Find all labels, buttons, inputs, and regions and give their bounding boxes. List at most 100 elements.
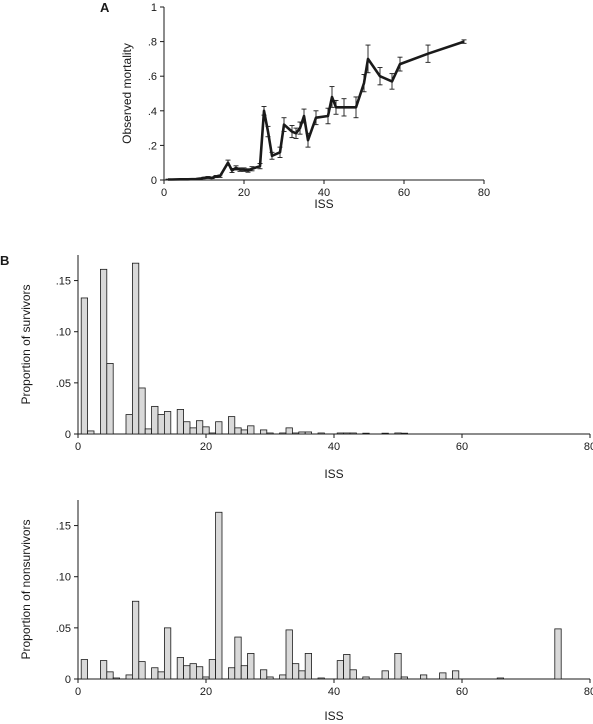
- error-bar: [229, 167, 235, 174]
- histogram-bar: [285, 427, 293, 435]
- histogram-bar: [439, 672, 447, 680]
- error-bar: [197, 177, 203, 180]
- histogram-bar: [163, 411, 172, 435]
- histogram-bar: [247, 425, 255, 435]
- histogram-bar: [349, 669, 357, 680]
- histogram-bar: [304, 653, 313, 680]
- histogram-bar: [183, 665, 191, 680]
- error-bar: [265, 125, 271, 138]
- histogram-bar: [381, 432, 389, 435]
- error-bar: [261, 106, 267, 116]
- panel-a-label: A: [100, 0, 110, 15]
- x-tick-label: 40: [318, 187, 330, 199]
- histogram-bar: [266, 432, 274, 435]
- x-axis-title: ISS: [314, 197, 333, 211]
- error-bar: [233, 165, 239, 171]
- histogram-bar: [400, 676, 409, 680]
- error-bar: [281, 117, 287, 133]
- histogram-bar: [80, 659, 88, 680]
- x-axis-title: ISS: [324, 709, 343, 723]
- histogram-bar: [266, 676, 274, 680]
- x-tick-label: 0: [75, 686, 81, 698]
- histogram-bar: [138, 387, 146, 435]
- histogram-bar: [151, 667, 159, 680]
- panel-b-survivors-chart: B 0 .05 .10 .15 0 20 40 60 80 ISS Proportion of su…: [0, 253, 593, 481]
- error-bar: [225, 159, 231, 166]
- y-axis-title: Observed mortality: [120, 43, 134, 144]
- histogram-bar: [451, 670, 460, 680]
- histogram-bar: [381, 670, 389, 680]
- error-bar: [241, 167, 247, 172]
- histogram-bar: [131, 600, 140, 680]
- histogram-bar: [100, 660, 108, 680]
- histogram-bar: [144, 428, 152, 435]
- y-tick-label: .10: [56, 572, 71, 584]
- error-bar: [313, 110, 319, 126]
- histogram-bar: [240, 429, 248, 435]
- panel-b-nonsurvivors-chart: 0 .05 .10 .15 0 20 40 60 80 ISS Proportion of nons…: [19, 500, 593, 723]
- histogram-bar: [87, 430, 95, 435]
- histogram-bar: [259, 669, 268, 680]
- error-bar: [325, 107, 331, 125]
- y-tick-label: .05: [56, 378, 71, 390]
- histogram-bar: [202, 676, 210, 680]
- histogram-bar: [496, 677, 505, 680]
- panel-b-label: B: [0, 253, 9, 268]
- histogram-bar: [189, 427, 197, 435]
- histogram-bar: [131, 262, 140, 435]
- y-tick-label: 0: [65, 674, 71, 686]
- error-bar: [361, 74, 367, 93]
- x-tick-label: 0: [161, 187, 167, 199]
- x-tick-label: 80: [584, 441, 593, 453]
- histogram-bar: [234, 427, 242, 435]
- histogram-bar: [279, 432, 287, 435]
- x-tick-label: 20: [200, 686, 212, 698]
- error-bar: [277, 146, 283, 158]
- histogram-bar: [195, 420, 204, 435]
- histogram-bar: [336, 432, 345, 435]
- histogram-bar: [279, 674, 287, 680]
- x-tick-label: 0: [75, 441, 81, 453]
- histogram-bar: [259, 429, 268, 435]
- histogram-bar: [112, 677, 120, 680]
- histogram-bar: [336, 660, 345, 680]
- histogram-bar: [227, 667, 236, 680]
- histogram-bar: [151, 405, 159, 435]
- y-tick-label: .8: [148, 37, 157, 49]
- histogram-bar: [195, 666, 204, 680]
- error-bar: [353, 96, 359, 119]
- histogram-bar: [554, 628, 562, 680]
- error-bar: [249, 166, 255, 172]
- y-tick-label: 0: [65, 429, 71, 441]
- error-bar: [333, 99, 339, 115]
- histogram-bar: [349, 432, 357, 435]
- x-tick-label: 60: [456, 441, 468, 453]
- error-bar: [269, 151, 275, 160]
- y-tick-label: .2: [148, 140, 157, 152]
- histogram-bar: [157, 671, 165, 680]
- histogram-bar: [317, 677, 325, 680]
- histogram-bar: [100, 268, 108, 435]
- histogram-bar: [80, 297, 88, 435]
- histogram-bar: [400, 432, 409, 435]
- histogram-bar: [208, 432, 216, 435]
- error-bar: [217, 174, 223, 178]
- error-bar: [293, 127, 299, 139]
- histogram-bar: [240, 665, 248, 680]
- histogram-bar: [125, 674, 133, 680]
- y-axis-title: Proportion of survivors: [19, 284, 33, 404]
- histogram-bar: [247, 653, 255, 680]
- y-tick-label: 0: [151, 175, 157, 187]
- error-bar: [425, 44, 431, 63]
- error-bar: [185, 178, 191, 181]
- histogram-bar: [138, 661, 146, 680]
- x-tick-label: 20: [238, 187, 250, 199]
- x-tick-label: 60: [398, 187, 410, 199]
- x-tick-label: 40: [328, 686, 340, 698]
- histogram-bar: [106, 671, 114, 680]
- y-tick-label: .15: [56, 521, 71, 533]
- histogram-bar: [125, 414, 133, 435]
- error-bar: [389, 73, 395, 90]
- histogram-bar: [215, 511, 223, 680]
